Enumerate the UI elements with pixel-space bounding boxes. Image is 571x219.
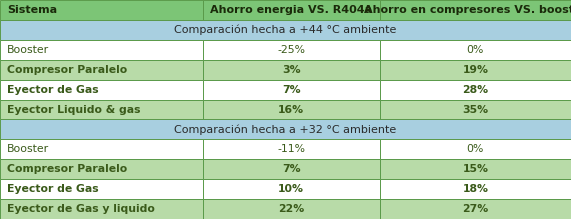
Bar [0, 119, 571, 139]
Bar [0, 199, 203, 219]
Bar [380, 40, 571, 60]
Text: Booster: Booster [7, 45, 49, 55]
Text: 3%: 3% [282, 65, 300, 75]
Bar [203, 179, 380, 199]
Bar [0, 159, 203, 179]
Bar [380, 139, 571, 159]
Text: 16%: 16% [278, 104, 304, 115]
Text: 10%: 10% [278, 184, 304, 194]
Text: Eyector de Gas: Eyector de Gas [7, 85, 98, 95]
Bar [0, 139, 203, 159]
Bar [380, 0, 571, 20]
Text: Compresor Paralelo: Compresor Paralelo [7, 65, 127, 75]
Text: Sistema: Sistema [7, 5, 57, 15]
Text: 22%: 22% [278, 204, 304, 214]
Text: Eyector Liquido & gas: Eyector Liquido & gas [7, 104, 140, 115]
Text: 28%: 28% [463, 85, 488, 95]
Text: 0%: 0% [467, 144, 484, 154]
Bar [0, 40, 203, 60]
Bar [380, 159, 571, 179]
Bar [0, 0, 203, 20]
Text: Eyector de Gas y liquido: Eyector de Gas y liquido [7, 204, 155, 214]
Bar [380, 199, 571, 219]
Text: Eyector de Gas: Eyector de Gas [7, 184, 98, 194]
Text: -25%: -25% [277, 45, 305, 55]
Text: Ahorro en compresores VS. booster: Ahorro en compresores VS. booster [364, 5, 571, 15]
Bar [203, 139, 380, 159]
Bar [203, 159, 380, 179]
Text: 27%: 27% [463, 204, 488, 214]
Bar [0, 179, 203, 199]
Text: -11%: -11% [277, 144, 305, 154]
Text: 15%: 15% [463, 164, 488, 174]
Bar [380, 60, 571, 80]
Text: Compresor Paralelo: Compresor Paralelo [7, 164, 127, 174]
Bar [203, 199, 380, 219]
Text: 0%: 0% [467, 45, 484, 55]
Bar [203, 0, 380, 20]
Text: Ahorro energia VS. R404a: Ahorro energia VS. R404a [210, 5, 372, 15]
Text: 7%: 7% [282, 164, 300, 174]
Bar [203, 60, 380, 80]
Bar [380, 80, 571, 100]
Text: 19%: 19% [463, 65, 488, 75]
Bar [380, 179, 571, 199]
Bar [0, 60, 203, 80]
Text: 7%: 7% [282, 85, 300, 95]
Bar [203, 40, 380, 60]
Bar [0, 80, 203, 100]
Bar [203, 100, 380, 119]
Bar [0, 20, 571, 40]
Bar [0, 100, 203, 119]
Bar [380, 100, 571, 119]
Text: Comparación hecha a +32 °C ambiente: Comparación hecha a +32 °C ambiente [174, 124, 397, 135]
Text: Booster: Booster [7, 144, 49, 154]
Bar [203, 80, 380, 100]
Text: Comparación hecha a +44 °C ambiente: Comparación hecha a +44 °C ambiente [174, 25, 397, 35]
Text: 18%: 18% [463, 184, 488, 194]
Text: 35%: 35% [463, 104, 488, 115]
